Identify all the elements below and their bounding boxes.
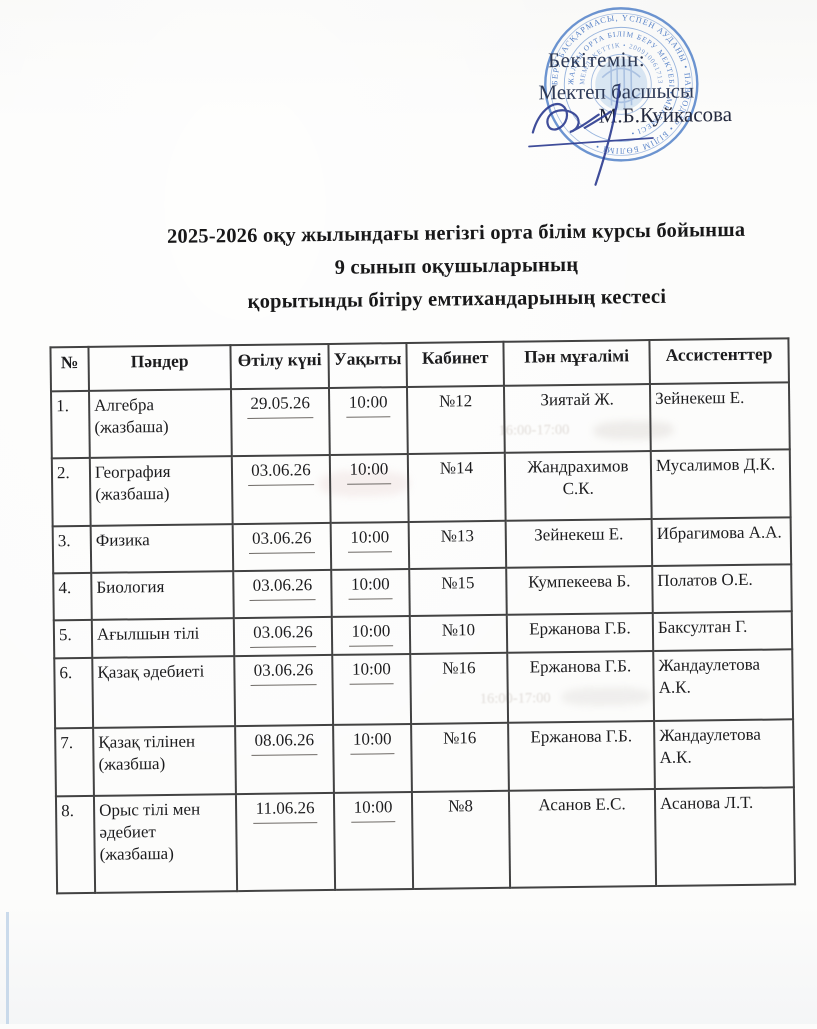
date-underlined: 11.06.26: [252, 797, 318, 824]
cell-subject: Қазақ әдебиеті: [92, 656, 236, 728]
cell-subject: Қазақ тілінен (жазбша): [93, 726, 236, 796]
cell-time: 10:00: [331, 568, 410, 617]
cell-teacher: Асанов Е.С.: [508, 789, 657, 888]
header-room: Кабинет: [406, 341, 504, 388]
cell-teacher: Кумпекеева Б.: [506, 566, 653, 615]
cell-room: №8: [411, 790, 511, 889]
cell-number: 1.: [50, 390, 90, 459]
time-underlined: 10:00: [348, 658, 394, 685]
cell-date: 03.06.26: [232, 522, 332, 572]
cell-subject: Алгебра (жазбаша): [88, 389, 232, 458]
cell-date: 03.06.26: [234, 654, 334, 727]
cell-subject: География (жазбаша): [89, 456, 233, 526]
cell-room: №12: [406, 385, 505, 455]
time-underlined: 10:00: [345, 391, 391, 418]
cell-date: 03.06.26: [233, 569, 332, 619]
approval-block: БЕРУ БАСҚАРМАСЫ, ҮСПЕН АУДАНЫ • ПАВЛОДАР…: [521, 0, 803, 189]
time-underlined: 10:00: [347, 526, 393, 553]
cell-room: №10: [409, 614, 508, 654]
header-exam-date: Өтілу күні: [230, 343, 329, 390]
date-underlined: 03.06.26: [248, 527, 315, 554]
table-row: 6. Қазақ әдебиеті 03.06.26 10:00 №16 Ерж…: [54, 649, 794, 729]
cell-date: 11.06.26: [235, 792, 336, 892]
cell-teacher: Ержанова Г.Б.: [506, 613, 654, 653]
date-underlined: 03.06.26: [248, 459, 314, 486]
date-underlined: 08.06.26: [251, 729, 318, 756]
cell-assistant: Жандаулетова А.К.: [654, 719, 794, 790]
scan-edge-line: [6, 912, 9, 1024]
cell-time: 10:00: [332, 653, 412, 725]
header-assistants: Ассистенттер: [649, 338, 789, 385]
header-subject-teacher: Пән мұғалімі: [503, 340, 650, 386]
cell-number: 5.: [53, 619, 93, 659]
approval-word: Бекітемін:: [547, 47, 646, 73]
cell-assistant: Ибрагимова А.А.: [651, 517, 792, 567]
table-row: 7. Қазақ тілінен (жазбша) 08.06.26 10:00…: [55, 719, 794, 797]
header-subjects: Пәндер: [88, 345, 231, 391]
cell-assistant: Баксултан Г.: [652, 611, 793, 652]
school-stamp-icon: БЕРУ БАСҚАРМАСЫ, ҮСПЕН АУДАНЫ • ПАВЛОДАР…: [544, 7, 699, 162]
table-row: 2. География (жазбаша) 03.06.26 10:00 №1…: [51, 449, 791, 527]
cell-room: №16: [410, 652, 509, 724]
cell-date: 03.06.26: [231, 454, 331, 525]
cell-teacher: Жандрахимов С.К.: [504, 451, 652, 521]
cell-room: №15: [409, 567, 507, 616]
time-underlined: 10:00: [350, 796, 396, 823]
title-line-3: қорытынды бітіру емтихандарының кестесі: [247, 286, 667, 314]
cell-assistant: Зейнекеш Е.: [649, 382, 790, 452]
cell-assistant: Полатов О.Е.: [652, 564, 792, 614]
cell-teacher: Ержанова Г.Б.: [508, 721, 655, 791]
cell-number: 6.: [54, 657, 94, 729]
table-row: 1. Алгебра (жазбаша) 29.05.26 10:00 №12 …: [50, 382, 790, 459]
cell-teacher: Зиятай Ж.: [503, 384, 651, 453]
cell-teacher: Ержанова Г.Б.: [507, 651, 655, 723]
cell-number: 8.: [55, 795, 96, 894]
cell-room: №14: [407, 452, 506, 522]
table-row: 8. Орыс тілі мен әдебиет (жазбаша) 11.06…: [55, 787, 796, 894]
cell-assistant: Жандаулетова А.К.: [653, 649, 794, 722]
cell-room: №13: [408, 520, 507, 569]
cell-number: 4.: [53, 572, 92, 621]
date-underlined: 03.06.26: [250, 621, 316, 648]
cell-assistant: Мусалимов Д.К.: [650, 449, 791, 520]
cell-subject: Ағылшын тілі: [91, 618, 235, 658]
date-underlined: 03.06.26: [250, 659, 317, 686]
date-underlined: 03.06.26: [249, 574, 316, 601]
cell-number: 7.: [55, 727, 94, 797]
cell-time: 10:00: [330, 521, 410, 570]
cell-date: 03.06.26: [233, 616, 333, 657]
cell-time: 10:00: [333, 791, 414, 890]
time-underlined: 10:00: [349, 728, 395, 755]
cell-room: №16: [411, 722, 509, 792]
time-underlined: 10:00: [346, 458, 392, 485]
cell-number: 3.: [52, 525, 92, 574]
cell-subject: Физика: [90, 524, 234, 573]
cell-time: 10:00: [331, 615, 411, 655]
cell-date: 08.06.26: [235, 724, 334, 795]
cell-assistant: Асанова Л.Т.: [654, 787, 796, 887]
cell-number: 2.: [51, 457, 91, 527]
header-number: №: [50, 346, 89, 392]
cell-subject: Биология: [91, 571, 234, 620]
signature-icon: [528, 84, 654, 186]
cell-teacher: Зейнекеш Е.: [505, 519, 653, 568]
cell-time: 10:00: [328, 387, 408, 455]
date-underlined: 29.05.26: [247, 392, 314, 419]
time-underlined: 10:00: [348, 620, 394, 647]
cell-subject: Орыс тілі мен әдебиет (жазбаша): [93, 794, 238, 893]
document-title: 2025-2026 оқу жылындағы негізгі орта біл…: [106, 213, 807, 321]
header-time: Уақыты: [328, 343, 407, 388]
cell-date: 29.05.26: [230, 387, 330, 457]
time-underlined: 10:00: [347, 573, 393, 600]
exam-schedule-table: № Пәндер Өтілу күні Уақыты Кабинет Пән м…: [49, 337, 797, 895]
cell-time: 10:00: [329, 454, 409, 523]
cell-time: 10:00: [333, 723, 412, 793]
